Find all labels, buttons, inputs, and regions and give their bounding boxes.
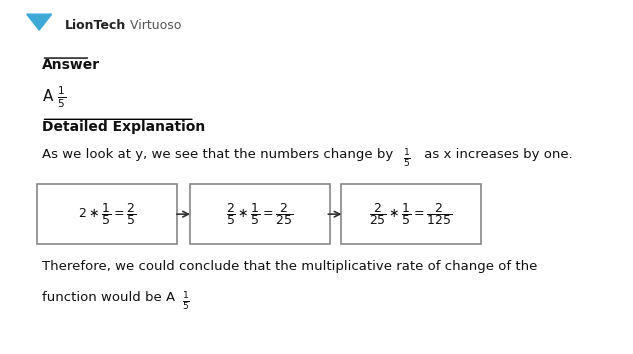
Text: $\dfrac{2}{5} \ast \dfrac{1}{5} = \dfrac{2}{25}$: $\dfrac{2}{5} \ast \dfrac{1}{5} = \dfrac… [226,201,294,227]
Text: Answer: Answer [42,58,99,73]
Text: as x increases by one.: as x increases by one. [420,148,573,161]
Text: A $\mathregular{\frac{1}{5}}$: A $\mathregular{\frac{1}{5}}$ [42,84,66,110]
Text: $\mathregular{\frac{1}{5}}$: $\mathregular{\frac{1}{5}}$ [403,148,411,170]
Text: $\dfrac{2}{25} \ast \dfrac{1}{5} = \dfrac{2}{125}$: $\dfrac{2}{25} \ast \dfrac{1}{5} = \dfra… [370,201,453,227]
Text: · Virtuoso: · Virtuoso [118,19,181,32]
Text: $2 \ast \dfrac{1}{5} = \dfrac{2}{5}$: $2 \ast \dfrac{1}{5} = \dfrac{2}{5}$ [78,201,136,227]
FancyBboxPatch shape [341,184,481,244]
Text: Detailed Explanation: Detailed Explanation [42,120,205,134]
FancyBboxPatch shape [37,184,177,244]
Text: LionTech: LionTech [65,19,127,32]
Text: Therefore, we could conclude that the multiplicative rate of change of the: Therefore, we could conclude that the mu… [42,260,537,273]
FancyBboxPatch shape [190,184,330,244]
Text: function would be A: function would be A [42,291,179,304]
Text: $\mathregular{\frac{1}{5}}$: $\mathregular{\frac{1}{5}}$ [182,291,190,313]
Text: As we look at y, we see that the numbers change by: As we look at y, we see that the numbers… [42,148,397,161]
Polygon shape [27,14,52,30]
